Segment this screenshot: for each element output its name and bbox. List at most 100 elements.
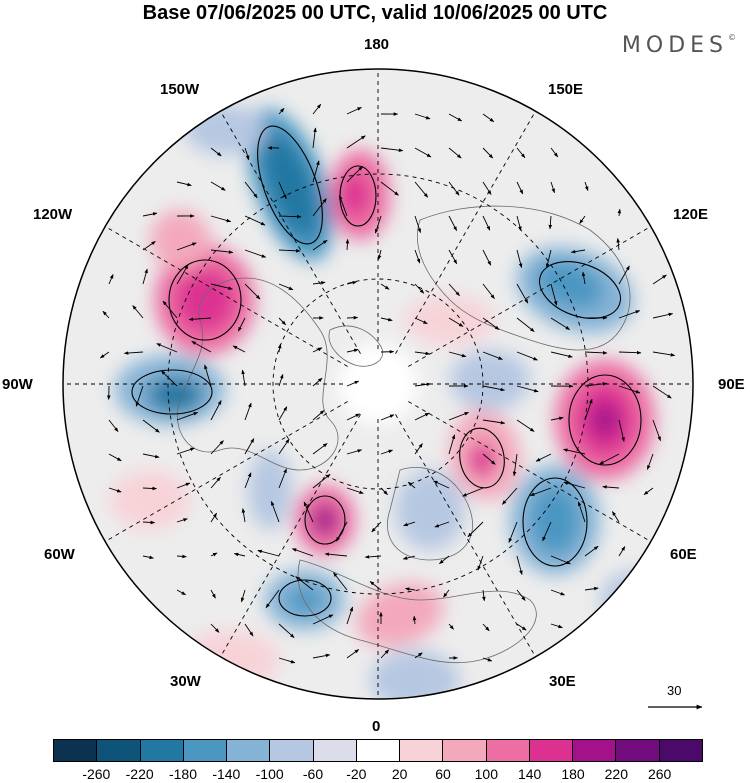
wind-vector bbox=[346, 380, 360, 387]
reference-vector-label: 30 bbox=[667, 683, 682, 698]
wind-vector bbox=[448, 434, 456, 455]
wind-vector bbox=[584, 398, 593, 421]
wind-vector bbox=[482, 623, 490, 632]
wind-vector bbox=[550, 351, 573, 358]
wind-vector bbox=[244, 249, 267, 258]
wind-vector bbox=[516, 249, 523, 269]
wind-vector bbox=[550, 283, 558, 306]
map-boundary bbox=[62, 68, 694, 700]
wind-vector bbox=[414, 147, 432, 158]
wind-vector bbox=[346, 487, 364, 494]
wind-vector bbox=[244, 283, 261, 300]
anomaly-field bbox=[63, 69, 693, 699]
wind-vector bbox=[374, 215, 382, 234]
colorbar-tick-label: -260 bbox=[82, 766, 111, 782]
wind-vector bbox=[210, 512, 217, 523]
wind-vector bbox=[312, 347, 323, 353]
contour-line bbox=[278, 579, 332, 617]
wind-vector bbox=[448, 623, 454, 630]
wind-vector bbox=[482, 317, 500, 330]
colorbar-swatches bbox=[53, 739, 703, 762]
wind-vector bbox=[176, 264, 189, 285]
wind-vector bbox=[244, 215, 266, 226]
anomaly-patch bbox=[311, 504, 339, 536]
anomaly-patch bbox=[536, 261, 604, 309]
meridian-line bbox=[395, 110, 536, 354]
lon-label-120e: 120E bbox=[673, 206, 709, 223]
wind-vector bbox=[618, 419, 625, 442]
wind-vector bbox=[482, 181, 492, 195]
wind-vector bbox=[312, 653, 331, 659]
wind-vector bbox=[210, 400, 222, 421]
wind-vector bbox=[584, 586, 599, 591]
lon-label-30e: 30E bbox=[549, 673, 576, 690]
contour-line bbox=[304, 495, 346, 545]
lon-label-90e: 90E bbox=[718, 376, 745, 393]
wind-vector bbox=[312, 614, 334, 625]
wind-vectors bbox=[99, 103, 676, 664]
wind-vector bbox=[244, 402, 252, 421]
wind-vector bbox=[550, 589, 566, 596]
modes-logo: MODES© bbox=[621, 33, 736, 58]
colorbar-swatch bbox=[270, 740, 314, 761]
wind-vector bbox=[210, 215, 232, 223]
wind-vector bbox=[108, 487, 122, 493]
coastlines bbox=[177, 205, 631, 664]
wind-vector bbox=[312, 377, 323, 387]
wind-vector bbox=[142, 212, 158, 217]
wind-vector bbox=[346, 413, 361, 421]
wind-vector bbox=[102, 310, 110, 319]
wind-vector bbox=[312, 239, 328, 251]
wind-vector bbox=[550, 416, 564, 421]
anomaly-patch bbox=[468, 442, 496, 478]
wind-vector bbox=[516, 181, 524, 195]
wind-vector bbox=[99, 351, 110, 359]
wind-vector bbox=[380, 317, 393, 322]
wind-vector bbox=[584, 545, 599, 557]
wind-vector bbox=[577, 501, 586, 523]
meridian-line bbox=[408, 401, 652, 542]
wind-vector bbox=[244, 181, 258, 199]
contour-line bbox=[459, 427, 505, 489]
wind-vector bbox=[380, 283, 390, 290]
wind-vector bbox=[278, 214, 302, 219]
wind-vector bbox=[278, 657, 296, 664]
wind-vector bbox=[244, 438, 255, 455]
wind-vector bbox=[467, 521, 484, 538]
wind-vector bbox=[502, 487, 518, 505]
anomaly-patch bbox=[248, 450, 292, 530]
wind-vector bbox=[433, 480, 450, 489]
wind-vector bbox=[278, 373, 284, 387]
wind-vector bbox=[303, 501, 314, 523]
wind-vector bbox=[210, 249, 234, 254]
wind-vector bbox=[414, 283, 425, 294]
contour-line bbox=[568, 374, 642, 466]
polar-cap bbox=[338, 344, 418, 424]
wind-vector bbox=[333, 572, 348, 591]
wind-vector bbox=[482, 453, 496, 465]
latitude-circle bbox=[167, 173, 589, 595]
latitude-circle bbox=[272, 278, 484, 490]
lon-label-150w: 150W bbox=[160, 81, 200, 98]
colorbar-tick-label: 180 bbox=[561, 766, 585, 782]
anomaly-patch bbox=[370, 650, 460, 699]
wind-vector bbox=[414, 443, 423, 455]
wind-vector bbox=[482, 657, 493, 662]
colorbar-tick-label: 60 bbox=[435, 766, 451, 782]
wind-vector bbox=[516, 147, 526, 159]
wind-vector bbox=[448, 317, 464, 327]
wind-vector bbox=[402, 555, 416, 560]
wind-vector bbox=[270, 500, 280, 523]
wind-vector bbox=[482, 589, 486, 602]
anomaly-patch bbox=[530, 485, 580, 555]
wind-vector bbox=[482, 147, 494, 159]
wind-vector bbox=[563, 448, 586, 455]
wind-vector bbox=[244, 147, 250, 160]
wind-vector bbox=[346, 135, 366, 149]
wind-vector bbox=[380, 414, 395, 421]
colorbar-swatch bbox=[227, 740, 271, 761]
wind-vector bbox=[407, 481, 416, 489]
anomaly-patch bbox=[405, 295, 495, 345]
colorbar-tick-label: 20 bbox=[391, 766, 408, 782]
